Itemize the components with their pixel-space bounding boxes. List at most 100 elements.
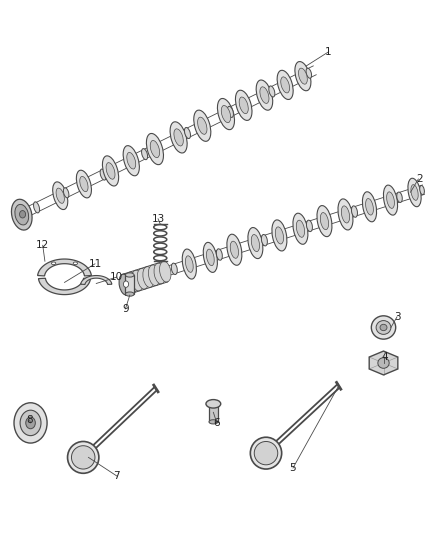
Ellipse shape	[125, 273, 134, 277]
Ellipse shape	[194, 110, 211, 141]
Ellipse shape	[53, 182, 68, 209]
Ellipse shape	[123, 146, 139, 176]
Ellipse shape	[256, 80, 273, 110]
Ellipse shape	[251, 235, 259, 252]
Ellipse shape	[239, 97, 248, 114]
Ellipse shape	[269, 86, 275, 97]
Ellipse shape	[351, 206, 357, 217]
Circle shape	[20, 410, 41, 435]
Polygon shape	[39, 278, 91, 295]
Text: 5: 5	[290, 463, 296, 473]
Ellipse shape	[338, 199, 353, 230]
Ellipse shape	[203, 243, 217, 272]
Circle shape	[26, 417, 35, 429]
Ellipse shape	[148, 265, 160, 286]
Ellipse shape	[362, 192, 377, 222]
Ellipse shape	[420, 185, 424, 195]
Ellipse shape	[51, 262, 56, 265]
Ellipse shape	[185, 256, 193, 272]
Ellipse shape	[248, 228, 263, 259]
Ellipse shape	[141, 149, 148, 160]
Ellipse shape	[206, 400, 221, 408]
Ellipse shape	[383, 185, 398, 215]
Ellipse shape	[67, 441, 99, 473]
Ellipse shape	[227, 107, 233, 117]
Ellipse shape	[170, 122, 187, 153]
Ellipse shape	[317, 206, 332, 237]
Ellipse shape	[217, 99, 234, 130]
Ellipse shape	[64, 188, 69, 198]
Polygon shape	[81, 276, 112, 285]
Ellipse shape	[411, 184, 418, 200]
Ellipse shape	[102, 156, 119, 186]
Ellipse shape	[15, 204, 28, 225]
Ellipse shape	[71, 446, 95, 469]
Ellipse shape	[378, 358, 389, 368]
Text: 4: 4	[381, 352, 388, 361]
Ellipse shape	[106, 163, 115, 179]
Ellipse shape	[216, 249, 223, 260]
Text: 13: 13	[152, 214, 165, 224]
Ellipse shape	[408, 178, 421, 207]
Ellipse shape	[366, 198, 373, 215]
Text: 1: 1	[325, 47, 331, 56]
Ellipse shape	[143, 266, 154, 287]
Text: 6: 6	[213, 418, 220, 428]
Polygon shape	[38, 259, 92, 276]
Ellipse shape	[125, 292, 134, 296]
Text: 10: 10	[110, 272, 123, 282]
Ellipse shape	[299, 68, 307, 84]
Ellipse shape	[261, 235, 267, 246]
Ellipse shape	[277, 70, 293, 100]
Ellipse shape	[126, 272, 138, 293]
Ellipse shape	[306, 68, 311, 78]
Ellipse shape	[150, 141, 159, 158]
Ellipse shape	[387, 192, 394, 208]
Ellipse shape	[272, 220, 287, 251]
Circle shape	[20, 211, 25, 218]
Ellipse shape	[221, 106, 231, 123]
Ellipse shape	[73, 262, 78, 265]
Ellipse shape	[307, 220, 312, 232]
Ellipse shape	[341, 206, 350, 223]
Text: 12: 12	[36, 240, 49, 251]
Ellipse shape	[34, 202, 39, 213]
Ellipse shape	[198, 117, 207, 134]
Ellipse shape	[154, 263, 166, 284]
Ellipse shape	[376, 320, 391, 334]
Ellipse shape	[11, 199, 32, 230]
Ellipse shape	[371, 316, 396, 339]
Ellipse shape	[397, 192, 402, 203]
Text: 3: 3	[394, 312, 401, 322]
Circle shape	[124, 281, 129, 287]
Ellipse shape	[254, 441, 278, 465]
Ellipse shape	[281, 77, 290, 93]
Ellipse shape	[206, 249, 214, 265]
Ellipse shape	[251, 437, 282, 469]
Ellipse shape	[230, 241, 238, 259]
Ellipse shape	[276, 227, 283, 244]
FancyBboxPatch shape	[209, 404, 218, 422]
Ellipse shape	[56, 188, 64, 203]
Ellipse shape	[260, 87, 269, 103]
Text: 11: 11	[88, 259, 102, 269]
Ellipse shape	[293, 213, 308, 244]
FancyBboxPatch shape	[125, 275, 134, 294]
Ellipse shape	[119, 274, 131, 295]
Ellipse shape	[132, 270, 143, 291]
Ellipse shape	[182, 249, 196, 279]
Ellipse shape	[171, 263, 177, 274]
Ellipse shape	[159, 261, 171, 282]
Ellipse shape	[80, 176, 88, 192]
Text: 2: 2	[416, 174, 423, 184]
Ellipse shape	[174, 129, 183, 146]
Text: 7: 7	[113, 471, 120, 481]
Ellipse shape	[137, 269, 148, 289]
Ellipse shape	[380, 324, 387, 330]
Ellipse shape	[120, 274, 132, 295]
Text: 8: 8	[26, 415, 33, 425]
Ellipse shape	[320, 213, 328, 230]
Ellipse shape	[76, 170, 92, 198]
Ellipse shape	[209, 419, 218, 424]
Ellipse shape	[236, 90, 252, 120]
